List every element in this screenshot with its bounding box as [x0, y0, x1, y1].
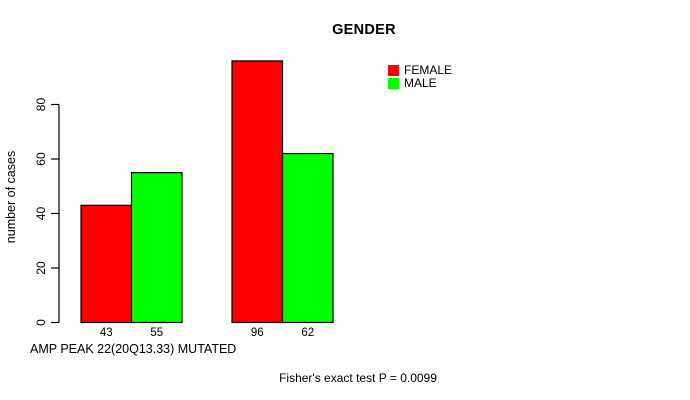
male-color-swatch — [388, 78, 399, 90]
female-color-swatch — [388, 65, 399, 77]
legend-label-male: MALE — [404, 76, 437, 91]
bar-value-label: 62 — [301, 327, 314, 339]
y-tick-label: 0 — [34, 319, 48, 326]
bar-male-group-2 — [281, 152, 334, 324]
x-axis-caption: AMP PEAK 22(20Q13.33) MUTATED — [30, 342, 237, 356]
legend-label-female: FEMALE — [404, 63, 453, 78]
bar-male-group-1 — [130, 172, 183, 324]
chart-title: GENDER — [332, 22, 396, 38]
y-tick-label: 20 — [34, 261, 48, 275]
y-tick-label: 40 — [34, 207, 48, 221]
bar-female-group-2 — [231, 60, 284, 324]
legend-item-male: MALE — [388, 76, 452, 91]
y-axis-label: number of cases — [4, 150, 18, 244]
bar-female-group-1 — [80, 204, 133, 324]
bar-value-label: 55 — [150, 327, 163, 339]
y-tick-label: 80 — [34, 98, 48, 112]
fisher-test-footnote: Fisher's exact test P = 0.0099 — [279, 371, 437, 385]
legend: FEMALE MALE — [388, 63, 453, 91]
bar-value-label: 96 — [251, 327, 264, 339]
legend-item-female: FEMALE — [388, 63, 453, 78]
bar-value-label: 43 — [100, 327, 113, 339]
y-tick-label: 60 — [34, 152, 48, 166]
